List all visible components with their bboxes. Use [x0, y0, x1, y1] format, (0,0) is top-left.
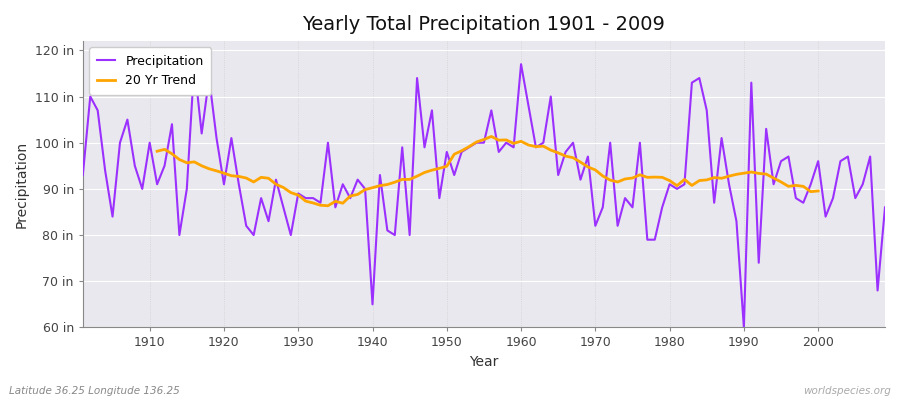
Precipitation — [77, 173, 88, 178]
Line: Precipitation: Precipitation — [83, 64, 885, 328]
Legend: Precipitation, 20 Yr Trend: Precipitation, 20 Yr Trend — [89, 47, 212, 95]
20 Yr Trend — [731, 172, 742, 177]
Text: worldspecies.org: worldspecies.org — [803, 386, 891, 396]
20 Yr Trend — [322, 203, 333, 208]
Precipitation — [189, 62, 200, 67]
20 Yr Trend — [813, 188, 824, 193]
20 Yr Trend — [716, 176, 727, 181]
Precipitation — [352, 177, 363, 182]
20 Yr Trend — [627, 176, 638, 180]
Precipitation — [137, 186, 148, 191]
20 Yr Trend — [486, 134, 497, 139]
Y-axis label: Precipitation: Precipitation — [15, 141, 29, 228]
Precipitation — [612, 224, 623, 228]
X-axis label: Year: Year — [469, 355, 499, 369]
Precipitation — [739, 325, 750, 330]
Precipitation — [523, 103, 534, 108]
Precipitation — [879, 205, 890, 210]
Precipitation — [516, 62, 526, 67]
20 Yr Trend — [241, 176, 252, 180]
20 Yr Trend — [360, 187, 371, 192]
Precipitation — [308, 196, 319, 200]
20 Yr Trend — [798, 184, 809, 189]
Text: Latitude 36.25 Longitude 136.25: Latitude 36.25 Longitude 136.25 — [9, 386, 180, 396]
Line: 20 Yr Trend: 20 Yr Trend — [158, 136, 818, 206]
20 Yr Trend — [152, 149, 163, 154]
Title: Yearly Total Precipitation 1901 - 2009: Yearly Total Precipitation 1901 - 2009 — [302, 15, 665, 34]
